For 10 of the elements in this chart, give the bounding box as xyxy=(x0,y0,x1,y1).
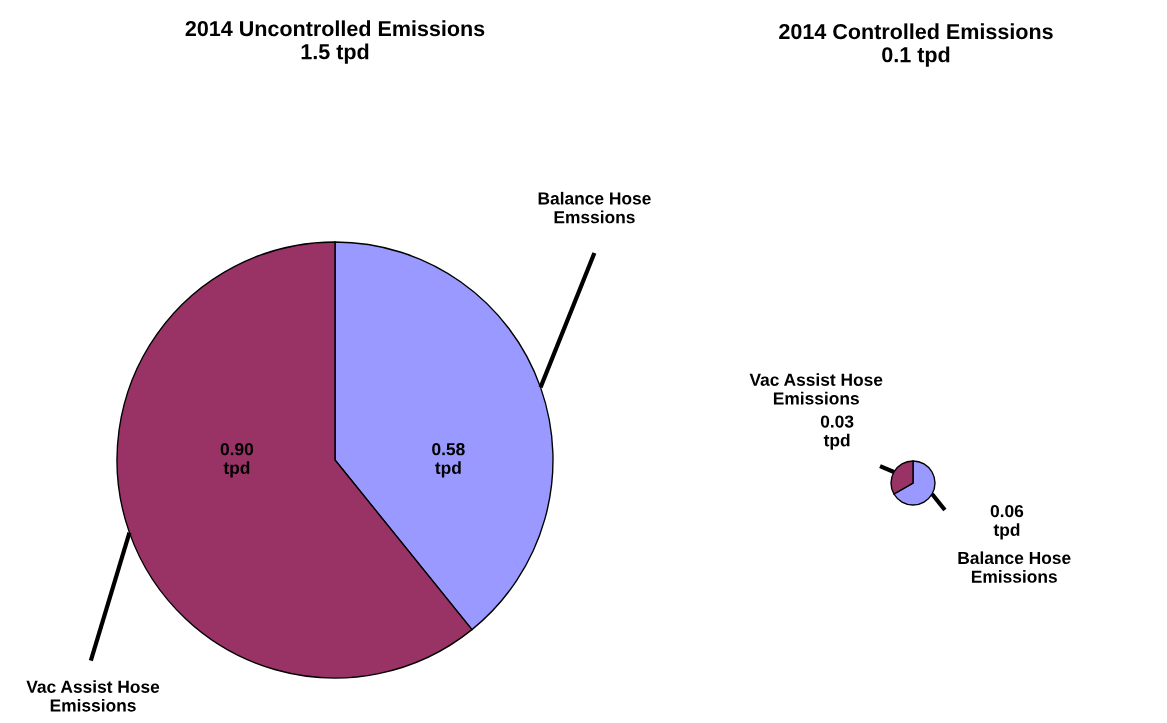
slice-label: Balance Hose Emssions xyxy=(538,191,651,224)
slice-label: Vac Assist Hose Emissions xyxy=(26,680,160,712)
data-label: 0.06 tpd xyxy=(990,504,1024,540)
slice-label: Balance Hose Emissions xyxy=(958,551,1071,583)
chart-title: 2014 Controlled Emissions 0.1 tpd xyxy=(779,23,1053,67)
data-label: 0.90 tpd xyxy=(220,443,254,478)
slice-label: Vac Assist Hose Emissions xyxy=(749,373,883,405)
chart-title: 2014 Uncontrolled Emissions 1.5 tpd xyxy=(185,20,485,64)
data-label: 0.58 tpd xyxy=(432,443,465,478)
data-label: 0.03 tpd xyxy=(820,415,854,450)
